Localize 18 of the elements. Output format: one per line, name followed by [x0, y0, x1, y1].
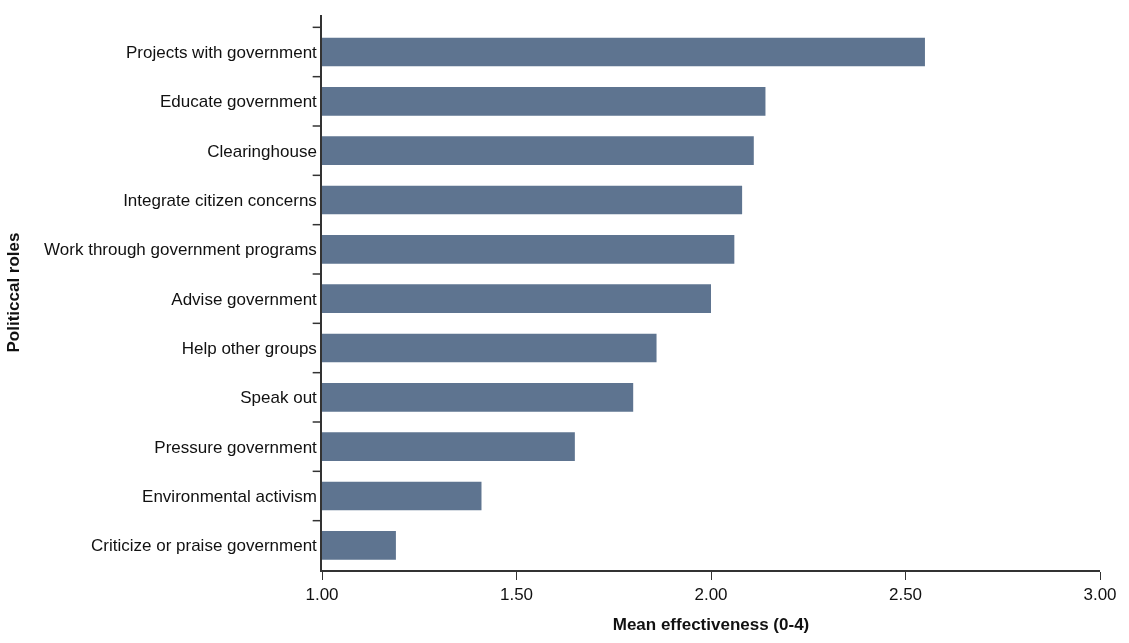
y-tick-label: Help other groups	[181, 338, 317, 358]
y-tick-label: Educate government	[159, 92, 318, 112]
y-tick-label: Environmental activism	[142, 486, 317, 506]
y-tick-label: Work through government programs	[44, 240, 317, 260]
y-tick-label: Pressure government	[154, 437, 318, 457]
x-tick-label: 3.00	[1083, 585, 1117, 605]
x-tick-label: 2.50	[888, 585, 923, 605]
y-axis-title: Politiccal roles	[4, 232, 24, 353]
y-tick-label: Integrate citizen concerns	[123, 190, 317, 210]
y-tick-label: Speak out	[240, 388, 318, 408]
y-tick-label: Criticize or praise government	[91, 536, 318, 556]
y-tick-label: Clearinghouse	[207, 141, 317, 161]
y-tick-label: Projects with government	[125, 42, 318, 62]
x-axis-title: Mean effectiveness (0-4)	[612, 615, 810, 635]
x-tick-label: 2.00	[694, 585, 728, 605]
x-tick-label: 1.00	[305, 585, 339, 605]
y-tick-label: Advise government	[171, 289, 318, 309]
x-tick-label: 1.50	[499, 585, 534, 605]
